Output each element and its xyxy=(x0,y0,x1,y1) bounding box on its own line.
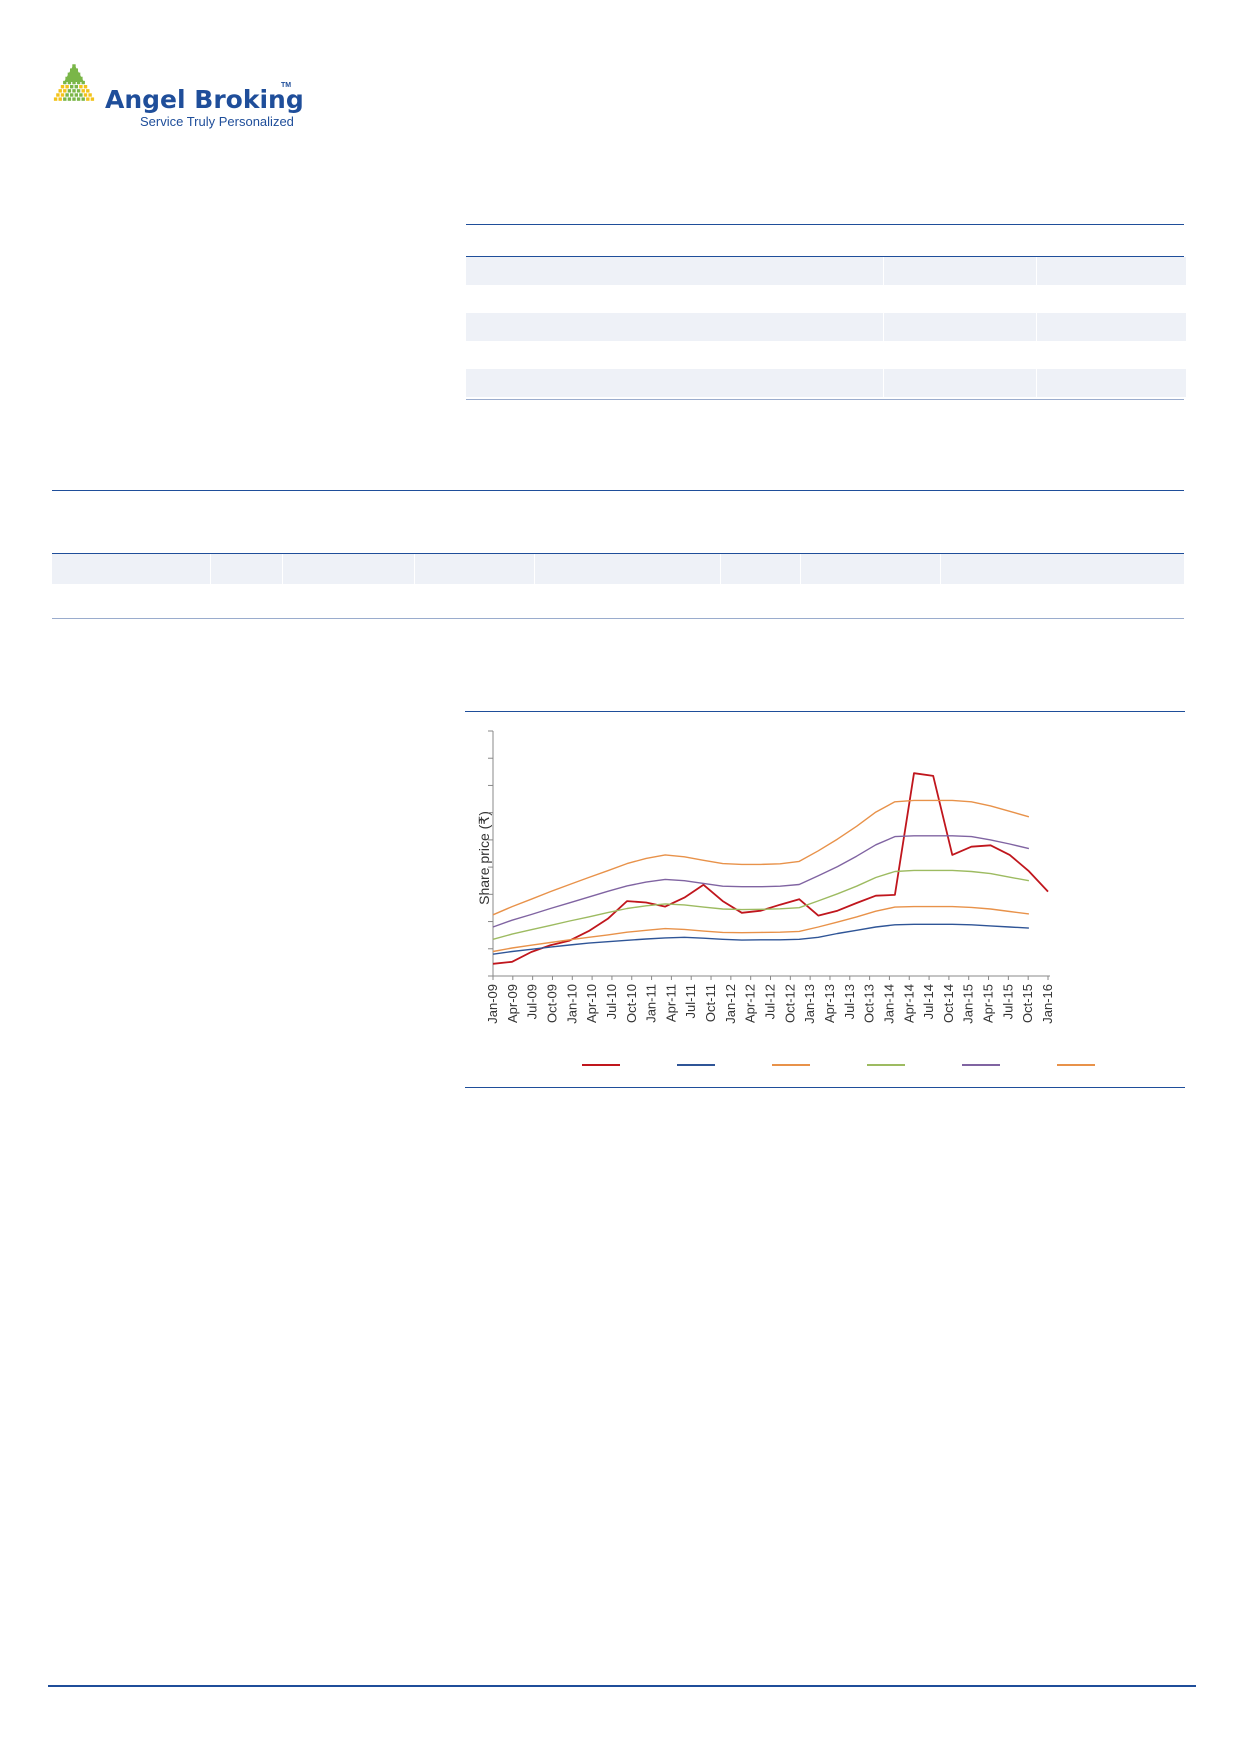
series-line-1 xyxy=(492,772,1049,965)
triangle-logo-icon xyxy=(53,64,95,101)
x-tick-label: Jul-09 xyxy=(525,984,540,1019)
x-tick-label: Apr-12 xyxy=(743,984,758,1023)
x-tick-label: Apr-15 xyxy=(981,984,996,1023)
x-tick-label: Apr-13 xyxy=(822,984,837,1023)
trademark-mark: TM xyxy=(281,82,292,89)
x-tick-label: Jul-10 xyxy=(604,984,619,1019)
y-axis-label: Share price (₹) xyxy=(476,811,492,905)
x-tick-label: Jul-11 xyxy=(683,984,698,1018)
x-tick-label: Jan-10 xyxy=(564,984,579,1024)
x-tick-label: Oct-15 xyxy=(1020,984,1035,1023)
x-tick-label: Jan-15 xyxy=(961,984,976,1024)
x-tick-label: Apr-09 xyxy=(505,984,520,1023)
table1-bottom-rule xyxy=(466,399,1184,400)
brand-tagline: Service Truly Personalized xyxy=(140,114,294,129)
series-line-6 xyxy=(492,799,1030,916)
table1-row-band xyxy=(466,257,1186,285)
table1-row-band xyxy=(466,369,1186,397)
x-tick-label: Jan-12 xyxy=(723,984,738,1024)
x-tick-label: Jul-13 xyxy=(842,984,857,1019)
brand-name: Angel Broking xyxy=(105,85,304,114)
x-tick-label: Jan-16 xyxy=(1040,984,1055,1024)
table2-column-separator xyxy=(800,554,801,584)
x-tick-label: Oct-14 xyxy=(941,984,956,1023)
table2-top-rule xyxy=(52,490,1184,491)
table2-row-band xyxy=(52,554,1184,584)
table2-bottom-rule xyxy=(52,618,1184,619)
table2-column-separator xyxy=(940,554,941,584)
x-axis-tick-labels: Jan-09 Apr-09 Jul-09 Oct-09 Jan-10 Apr-10 Jul-… xyxy=(485,976,1055,1024)
x-tick-label: Jul-14 xyxy=(921,984,936,1019)
x-tick-label: Oct-11 xyxy=(703,984,718,1022)
series-line-4 xyxy=(492,869,1030,940)
table1-header-rule xyxy=(466,256,1184,257)
table2-column-separator xyxy=(210,554,211,584)
table1-column-separator xyxy=(883,257,884,397)
chart-top-rule xyxy=(465,711,1185,712)
table2-column-separator xyxy=(534,554,535,584)
x-tick-label: Jan-13 xyxy=(802,984,817,1024)
chart-axes xyxy=(488,730,1050,977)
table1-row-band xyxy=(466,313,1186,341)
share-price-band-chart: Share price (₹) Jan-09 Apr-09 Jul-09 Oct-09… xyxy=(476,730,1095,1066)
footer-rule xyxy=(48,1685,1196,1687)
table2-column-separator xyxy=(720,554,721,584)
series-line-2 xyxy=(492,923,1029,955)
table1-column-separator xyxy=(1036,257,1037,397)
x-tick-label: Apr-11 xyxy=(663,984,678,1022)
x-tick-label: Oct-12 xyxy=(782,984,797,1023)
table2-header-rule xyxy=(52,553,1184,554)
x-tick-label: Jan-14 xyxy=(881,984,896,1024)
x-tick-label: Jul-12 xyxy=(763,984,778,1019)
series-line-3 xyxy=(492,905,1029,953)
x-tick-label: Oct-10 xyxy=(624,984,639,1023)
x-tick-label: Apr-10 xyxy=(584,984,599,1023)
x-tick-label: Jan-09 xyxy=(485,984,500,1024)
x-tick-label: Oct-09 xyxy=(545,984,560,1023)
x-tick-label: Oct-13 xyxy=(862,984,877,1023)
x-tick-label: Jul-15 xyxy=(1000,984,1015,1019)
chart-bottom-rule xyxy=(465,1087,1185,1088)
table2-column-separator xyxy=(282,554,283,584)
series-line-5 xyxy=(492,835,1030,928)
table1-top-rule xyxy=(466,224,1184,225)
x-tick-label: Apr-14 xyxy=(901,984,916,1023)
table2-column-separator xyxy=(414,554,415,584)
chart-series xyxy=(492,772,1049,965)
x-tick-label: Jan-11 xyxy=(644,984,659,1023)
